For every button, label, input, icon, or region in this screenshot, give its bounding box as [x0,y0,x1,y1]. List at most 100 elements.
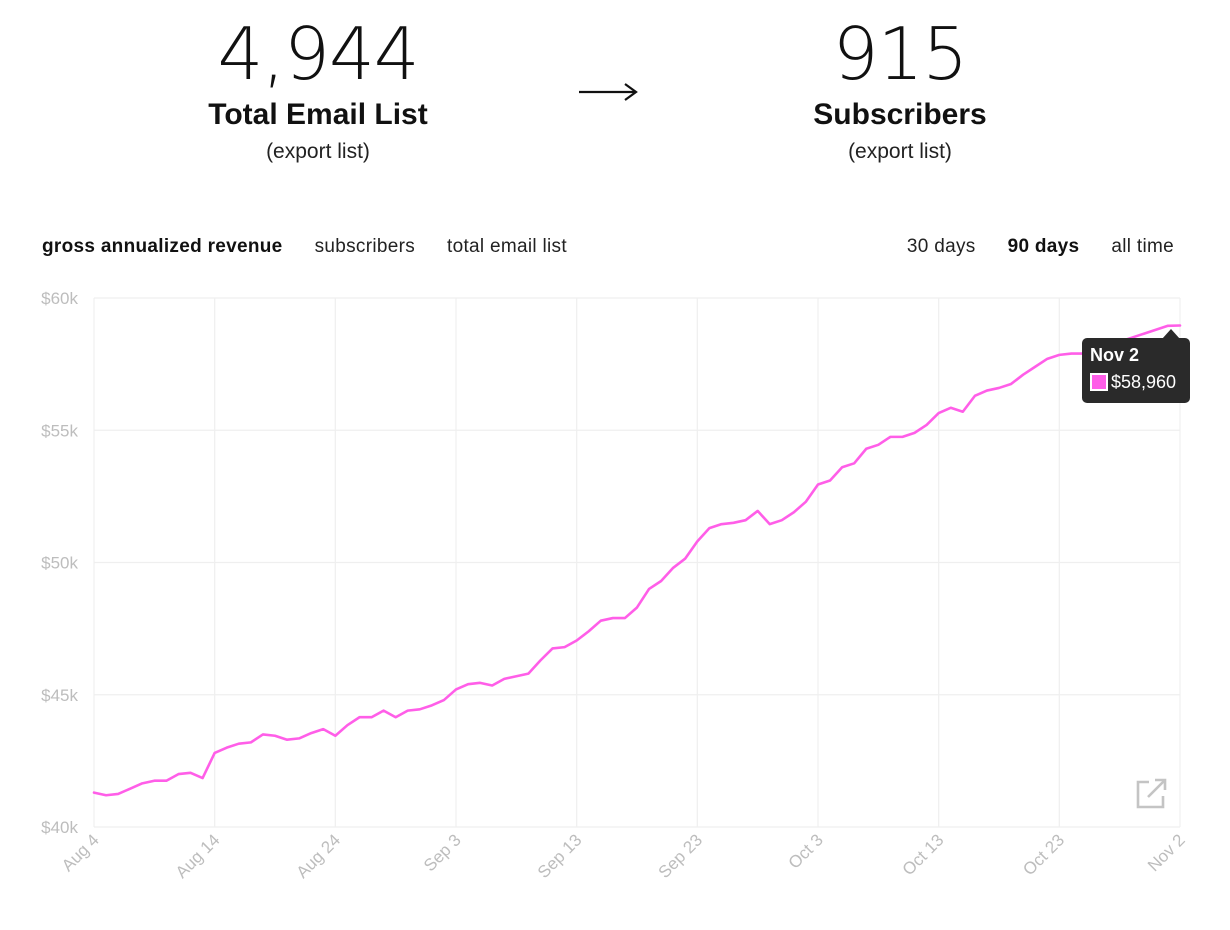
data-point [877,443,880,446]
y-axis: $40k $45k $50k $55k $60k [41,289,78,837]
data-point [1155,328,1157,331]
data-point [998,387,1000,389]
data-point [1179,324,1181,327]
y-tick-label: $55k [41,421,78,440]
x-tick-label: Oct 3 [785,830,827,872]
data-point [262,733,264,736]
data-point [624,617,626,619]
data-point [286,738,288,741]
data-point [165,779,168,782]
data-point [346,724,349,726]
data-point [949,406,952,409]
data-point [901,436,904,438]
data-point [1070,352,1073,355]
data-point [225,746,228,749]
data-point [491,684,494,687]
x-tick-label: Sep 13 [534,830,586,882]
data-point [455,688,457,691]
data-point [406,709,409,712]
tab-gross-annualized-revenue[interactable]: gross annualized revenue [42,236,283,257]
subscribers-count: 915 [832,12,968,96]
data-point [298,737,300,740]
arrow-right-icon [579,83,638,101]
total-email-list-label: Total Email List [208,98,428,131]
data-point [419,708,421,711]
data-point [841,466,843,469]
data-point [443,699,445,701]
data-point [1167,324,1169,327]
data-point [334,734,337,737]
data-point [974,395,976,397]
data-point [636,606,638,609]
x-tick-label: Sep 3 [420,830,465,875]
data-point [177,773,180,775]
data-point [467,683,469,685]
data-point [201,777,204,779]
data-point [829,479,831,482]
subscribers-label: Subscribers [813,98,987,131]
x-tick-label: Oct 23 [1019,830,1068,879]
data-point [805,500,807,503]
tab-30-days[interactable]: 30 days [906,236,976,257]
data-point [732,522,735,524]
data-point [141,782,144,785]
x-axis: Aug 4 Aug 14 Aug 24 Sep 3 Sep 13 Sep 23 Oct 3 O… [58,830,1189,882]
y-tick-label: $40k [41,818,78,837]
data-point [394,716,397,719]
data-point [527,672,530,675]
data-point [962,410,964,413]
x-tick-label: Aug 24 [293,830,345,882]
data-point [793,511,795,514]
total-email-list-stat: 4,944 Total Email List (export list) [138,14,498,165]
data-point [322,728,325,730]
data-point [925,424,928,426]
x-tick-label: Sep 23 [655,830,707,882]
data-point [696,540,699,543]
data-point [600,619,602,622]
data-point [913,432,916,434]
data-point [1058,354,1061,356]
data-point [768,523,771,525]
data-point [310,732,313,734]
data-point [563,646,566,648]
data-point [1034,365,1036,368]
external-link-icon[interactable] [1133,776,1169,812]
tab-90-days[interactable]: 90 days [1007,236,1080,257]
revenue-series-line [92,324,1182,797]
tab-total-email-list[interactable]: total email list [447,236,567,257]
y-tick-label: $60k [41,289,78,308]
tab-all-time[interactable]: all time [1111,236,1174,257]
data-point [672,566,674,569]
data-point [238,742,240,745]
data-point [1022,373,1024,376]
data-point [575,639,578,642]
total-email-list-count: 4,944 [217,12,419,96]
data-point [937,412,940,414]
data-point [129,787,131,790]
data-point [817,483,819,486]
tooltip-swatch [1090,373,1108,391]
tooltip-caret [1162,329,1180,339]
tab-subscribers[interactable]: subscribers [314,236,416,257]
data-point [503,678,506,680]
range-tabs: 30 days 90 days all time [907,236,1174,258]
revenue-chart: $40k $45k $50k $55k $60k Aug 4 Aug 14 Aug 24 Se… [41,289,1189,882]
x-tick-label: Nov 2 [1144,830,1189,875]
x-tick-label: Aug 14 [172,830,224,882]
subscribers-stat: 915 Subscribers (export list) [720,14,1080,165]
data-point [587,630,590,633]
y-tick-label: $50k [41,554,78,573]
data-point [370,716,373,719]
data-point [612,617,614,619]
metric-tabs: gross annualized revenue subscribers tot… [42,236,567,258]
data-point [189,771,192,774]
data-point [515,675,518,678]
data-point [720,523,723,525]
data-point [117,793,119,795]
data-point [889,436,892,438]
export-subscribers-link[interactable]: (export list) [848,140,952,163]
x-tick-label: Oct 13 [899,830,948,879]
export-total-list-link[interactable]: (export list) [266,140,370,163]
data-point [648,588,650,590]
data-point [479,682,481,684]
